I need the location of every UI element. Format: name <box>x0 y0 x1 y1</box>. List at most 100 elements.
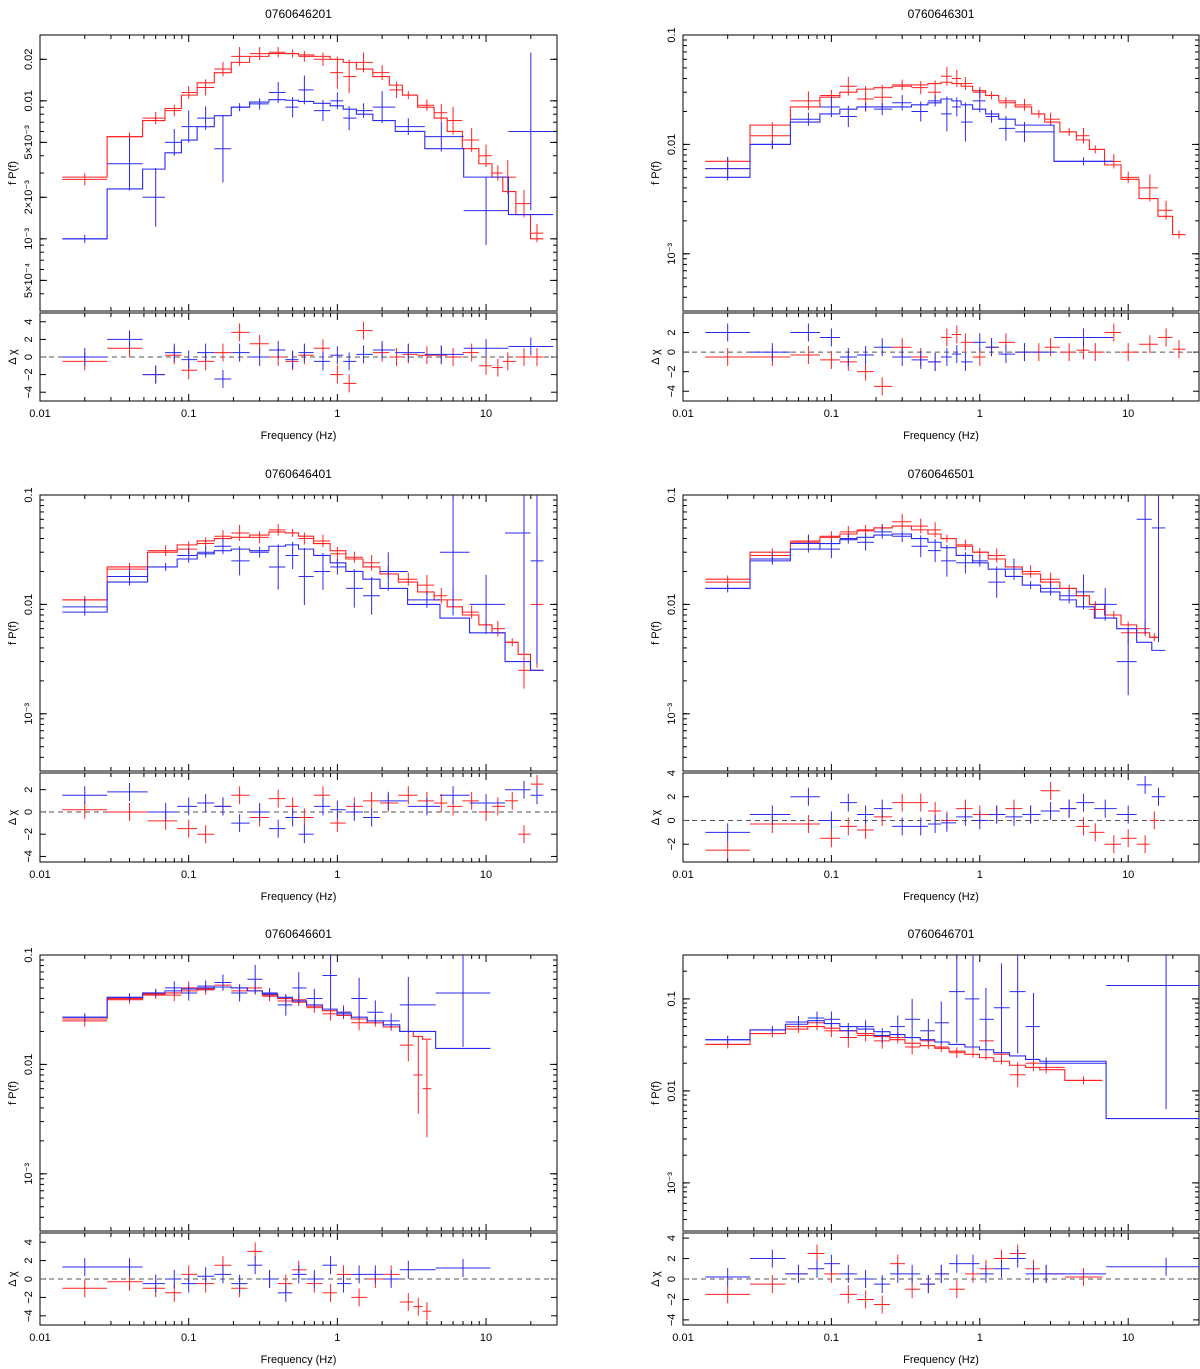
y-axis-label: f P(f) <box>650 1081 662 1105</box>
data-point <box>147 562 178 571</box>
data-point <box>434 103 448 122</box>
series-blue <box>62 495 544 844</box>
residual-point <box>705 348 751 366</box>
resid-axis-label: Δ χ <box>650 1271 662 1287</box>
data-point <box>439 495 470 616</box>
x-tick-label: 10 <box>480 408 492 420</box>
residual-point <box>961 333 973 352</box>
y-axis-label: f P(f) <box>7 1081 19 1105</box>
data-point <box>920 1018 935 1043</box>
data-point <box>345 569 363 608</box>
resid-tick-label: 0 <box>23 1276 35 1282</box>
model-step-line <box>705 525 1159 638</box>
residual-point <box>147 802 178 821</box>
panel-4: 0760646501 0.01 0.1 1 10 Frequency (Hz) 10⁻³ 0.… <box>650 467 1200 903</box>
residual-point <box>434 794 448 813</box>
data-point <box>313 534 331 548</box>
data-point <box>313 52 331 66</box>
residual-point <box>790 346 820 365</box>
data-point <box>1022 581 1041 590</box>
residual-frame <box>682 312 1200 402</box>
data-point <box>1089 600 1105 618</box>
residual-point <box>911 348 928 366</box>
residual-point <box>1121 829 1137 848</box>
residual-point <box>142 1274 165 1293</box>
x-tick-label: 0.1 <box>824 869 839 881</box>
data-point <box>824 1011 840 1028</box>
data-point <box>951 70 962 88</box>
resid-axis-label: Δ χ <box>650 809 662 825</box>
data-point <box>372 65 390 81</box>
residual-point <box>462 343 479 362</box>
data-point <box>1059 584 1077 593</box>
residual-point <box>434 346 448 365</box>
residual-point <box>268 348 286 366</box>
residual-point <box>972 333 986 352</box>
resid-tick-label: 0 <box>666 1276 678 1282</box>
residual-point <box>1076 341 1090 360</box>
data-point <box>379 552 408 591</box>
data-point <box>268 544 286 590</box>
residual-point <box>856 805 874 824</box>
data-point <box>142 111 165 125</box>
data-point <box>972 555 989 567</box>
data-point <box>306 988 323 1009</box>
residual-point <box>306 1270 323 1288</box>
data-point <box>819 89 840 102</box>
data-point <box>873 1028 890 1043</box>
data-point <box>961 77 973 90</box>
data-point <box>1076 128 1090 144</box>
x-tick-label: 1 <box>334 869 340 881</box>
residual-point <box>1094 799 1117 818</box>
residual-point <box>330 365 344 384</box>
residual-point <box>107 1272 143 1291</box>
resid-axis-label: Δ χ <box>7 1271 19 1287</box>
residual-point <box>298 346 314 365</box>
residual-point <box>1025 1264 1040 1283</box>
data-point <box>873 523 893 532</box>
residual-point <box>951 325 962 344</box>
data-point <box>142 989 165 999</box>
residual-point <box>447 797 463 816</box>
residual-point <box>785 1264 808 1283</box>
residual-point <box>1059 799 1077 818</box>
data-point <box>107 993 143 1002</box>
series-blue <box>62 52 554 388</box>
residual-point <box>839 1285 857 1304</box>
residual-point <box>177 819 198 838</box>
residual-point <box>231 1274 248 1293</box>
residual-point <box>705 323 751 342</box>
residual-point <box>790 323 820 342</box>
residual-point <box>819 350 840 369</box>
x-tick-label: 0.01 <box>29 869 50 881</box>
residual-point <box>322 1256 338 1275</box>
residual-point <box>705 841 751 860</box>
residual-point <box>951 345 962 364</box>
residual-point <box>1116 805 1137 824</box>
series-blue <box>705 89 1114 371</box>
x-tick-label: 10 <box>1122 1332 1134 1344</box>
residual-point <box>1151 787 1166 806</box>
data-point <box>892 530 912 543</box>
residual-point <box>961 352 973 371</box>
residual-point <box>367 1265 384 1284</box>
residual-point <box>1136 775 1152 794</box>
residual-point <box>819 811 840 830</box>
data-point <box>298 532 314 545</box>
residual-point <box>413 1297 423 1316</box>
residual-point <box>389 348 403 366</box>
residual-point <box>964 1254 980 1273</box>
residual-point <box>979 1259 994 1278</box>
resid-tick-label: 4 <box>23 1239 35 1245</box>
data-point <box>372 91 396 124</box>
x-axis-label: Frequency (Hz) <box>903 1354 979 1366</box>
data-point <box>249 531 269 544</box>
resid-tick-label: −2 <box>23 1291 35 1304</box>
data-point <box>398 572 418 586</box>
y-tick-label: 0.1 <box>666 487 678 502</box>
residual-point <box>351 1265 368 1284</box>
residual-point <box>147 811 178 830</box>
residual-point <box>62 1279 108 1298</box>
resid-tick-label: 2 <box>23 1258 35 1264</box>
residual-point <box>979 1264 994 1283</box>
